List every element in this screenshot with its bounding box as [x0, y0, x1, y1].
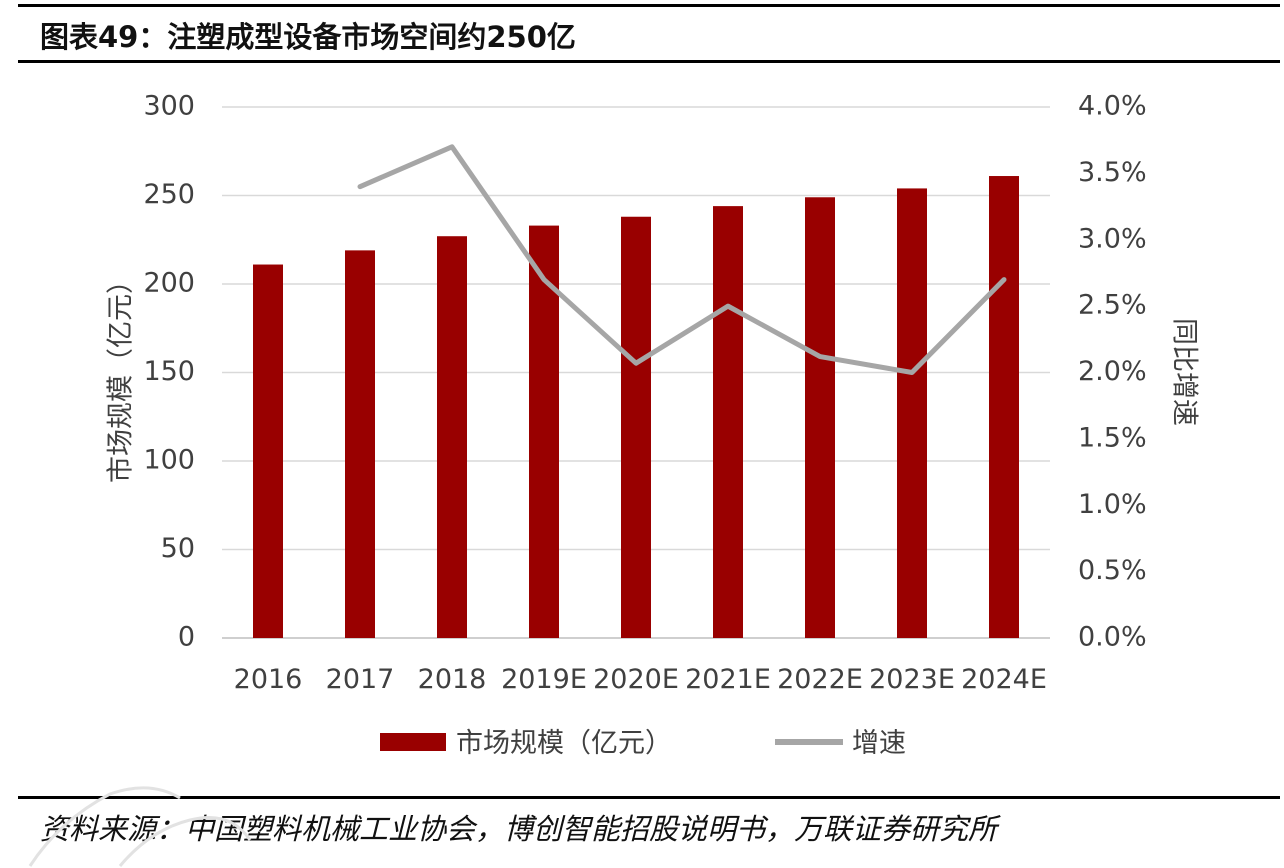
- x-tick-label: 2017: [326, 664, 395, 695]
- y-right-tick-label: 0.5%: [1078, 555, 1147, 586]
- legend-bar-swatch: [380, 733, 446, 751]
- bar: [805, 197, 835, 638]
- legend-bar-label: 市场规模（亿元）: [456, 728, 672, 759]
- y-axis-left: 0 50 100 150 200 250 300: [143, 91, 195, 653]
- bar: [989, 176, 1019, 638]
- bar: [437, 236, 467, 638]
- x-tick-label: 2022E: [777, 664, 863, 695]
- bar: [897, 188, 927, 639]
- growth-line: [357, 144, 1007, 375]
- x-tick-label: 2024E: [961, 664, 1047, 695]
- x-tick-label: 2016: [234, 664, 303, 695]
- y-right-tick-label: 4.0%: [1078, 91, 1147, 122]
- x-tick-label: 2020E: [593, 664, 679, 695]
- y-axis-right-title: 同比增速: [1169, 318, 1200, 426]
- bar: [253, 264, 283, 638]
- bar-series: [253, 176, 1019, 639]
- title-rule: [18, 60, 1280, 63]
- y-left-tick-label: 150: [143, 356, 195, 387]
- figure-title: 图表49：注塑成型设备市场空间约250亿: [40, 20, 576, 54]
- top-rule: [18, 4, 1280, 7]
- bar: [529, 225, 559, 638]
- y-left-tick-label: 0: [178, 622, 195, 653]
- y-right-tick-label: 2.0%: [1078, 356, 1147, 387]
- y-right-tick-label: 1.5%: [1078, 422, 1147, 453]
- y-right-tick-label: 3.0%: [1078, 223, 1147, 254]
- y-left-tick-label: 100: [143, 445, 195, 476]
- y-left-tick-label: 50: [161, 533, 195, 564]
- source-rule: [18, 796, 1280, 799]
- y-axis-right: 0.0% 0.5% 1.0% 1.5% 2.0% 2.5% 3.0% 3.5% 4.0%: [1078, 91, 1147, 653]
- x-tick-label: 2023E: [869, 664, 955, 695]
- bar: [713, 206, 743, 638]
- x-tick-label: 2018: [418, 664, 487, 695]
- bar: [621, 216, 651, 639]
- y-right-tick-label: 2.5%: [1078, 290, 1147, 321]
- x-tick-label: 2021E: [685, 664, 771, 695]
- y-right-tick-label: 3.5%: [1078, 157, 1147, 188]
- line-series: [357, 144, 1007, 375]
- y-axis-left-title: 市场规模（亿元）: [106, 267, 137, 483]
- source-note: 资料来源：中国塑料机械工业协会，博创智能招股说明书，万联证券研究所: [40, 812, 998, 846]
- legend-line-label: 增速: [852, 728, 906, 759]
- x-tick-label: 2019E: [501, 664, 587, 695]
- y-left-tick-label: 300: [143, 91, 195, 122]
- y-right-tick-label: 0.0%: [1078, 622, 1147, 653]
- x-axis: 2016 2017 2018 2019E 2020E 2021E 2022E 2023E 202…: [234, 664, 1047, 695]
- legend: 市场规模（亿元） 增速: [380, 728, 906, 759]
- y-left-tick-label: 250: [143, 179, 195, 210]
- bar: [345, 250, 375, 638]
- y-right-tick-label: 1.0%: [1078, 489, 1147, 520]
- y-left-tick-label: 200: [143, 268, 195, 299]
